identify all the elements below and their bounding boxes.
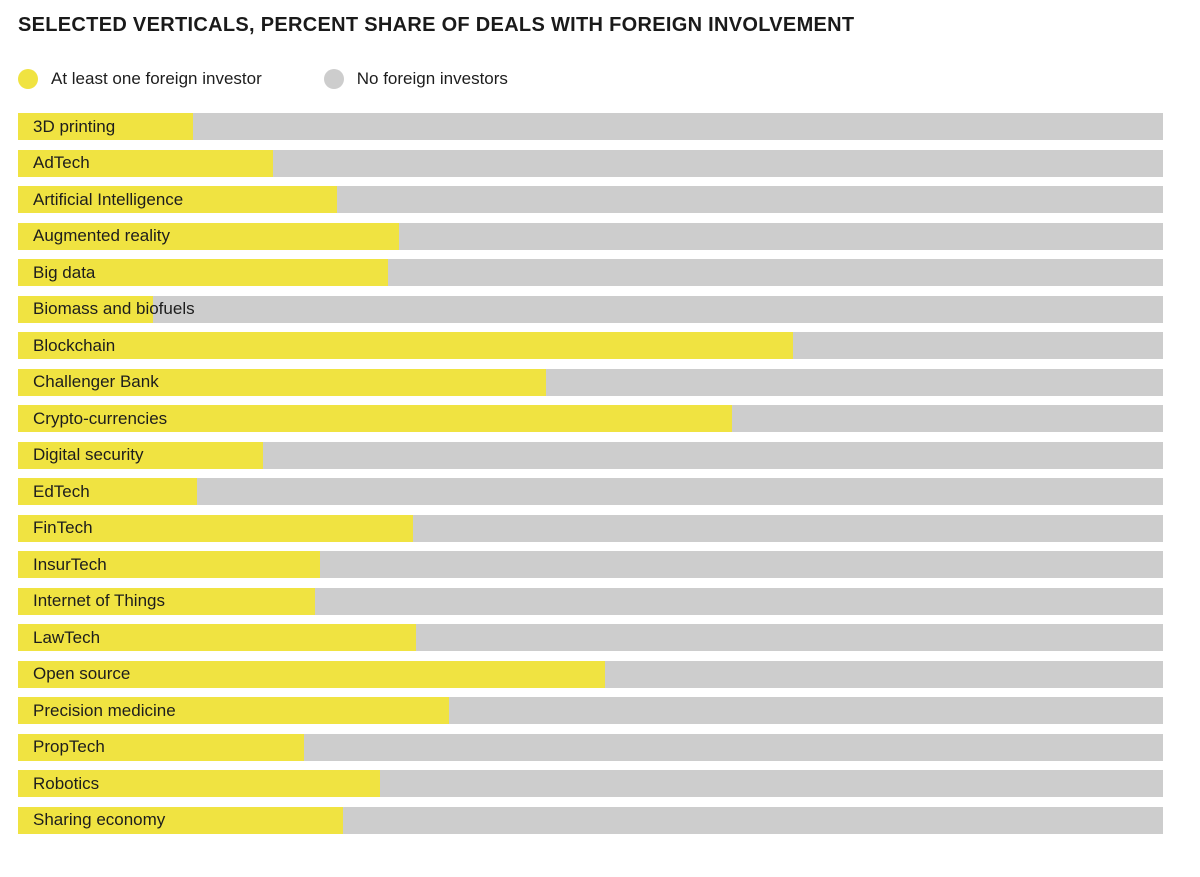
bar-category-label: Augmented reality [33, 226, 171, 245]
bar-category-label: AdTech [33, 153, 90, 172]
bar-foreign-segment [18, 660, 606, 688]
bar-row: Big data [18, 259, 1163, 286]
bar-foreign-segment [18, 113, 194, 140]
bar-category-label: LawTech [33, 627, 101, 647]
bar-row: Biomass and biofuels [18, 295, 1163, 323]
bar-row: Precision medicine [18, 697, 1163, 724]
bar-category-label: Open source [33, 664, 131, 683]
bar-row: Robotics [18, 770, 1163, 797]
bar-category-label: Biomass and biofuels [33, 299, 195, 318]
bar-row: PropTech [18, 733, 1163, 761]
bar-category-label: Internet of Things [33, 591, 165, 610]
bar-category-label: Artificial Intelligence [33, 189, 184, 209]
bar-row: EdTech [18, 478, 1163, 505]
legend-item-no-foreign: No foreign investors [323, 69, 508, 89]
bar-row: InsurTech [18, 551, 1163, 578]
bar-foreign-segment [18, 733, 305, 761]
bar-foreign-segment [18, 405, 733, 432]
bar-category-label: Big data [33, 262, 96, 282]
bar-foreign-segment [18, 149, 274, 177]
bar-foreign-segment [18, 259, 388, 286]
bar-row: Sharing economy [18, 806, 1163, 834]
bar-foreign-segment [18, 332, 794, 359]
bar-row: Crypto-currencies [18, 405, 1163, 432]
bar-row: Challenger Bank [18, 368, 1163, 396]
bar-foreign-segment [18, 587, 315, 615]
bar-foreign-segment [18, 222, 400, 250]
bar-chart: 3D printing AdTech Artificial Intelligen… [18, 113, 1163, 834]
legend: At least one foreign investor No foreign… [18, 69, 1200, 89]
bar-row: FinTech [18, 514, 1163, 542]
legend-item-foreign: At least one foreign investor [18, 69, 262, 89]
bar-category-label: EdTech [33, 481, 90, 501]
bar-row: Digital security [18, 441, 1163, 469]
bar-row: LawTech [18, 624, 1163, 651]
bar-row: AdTech [18, 149, 1163, 177]
bar-foreign-segment [18, 697, 449, 724]
bar-category-label: Robotics [33, 773, 100, 793]
bar-category-label: Blockchain [33, 335, 116, 355]
bar-foreign-segment [18, 295, 154, 323]
bar-row: Blockchain [18, 332, 1163, 359]
bar-foreign-segment [18, 514, 414, 542]
bar-foreign-segment [18, 186, 338, 213]
bar-foreign-segment [18, 368, 546, 396]
legend-label-foreign: At least one foreign investor [51, 69, 262, 88]
bar-foreign-segment [18, 770, 380, 797]
bar-category-label: InsurTech [33, 554, 107, 574]
bar-foreign-segment [18, 478, 197, 505]
chart-title: SELECTED VERTICALS, PERCENT SHARE OF DEA… [18, 14, 855, 36]
bar-foreign-segment [18, 624, 417, 651]
bar-row: Augmented reality [18, 222, 1163, 250]
bar-category-label: Sharing economy [33, 810, 166, 829]
legend-swatch-no-foreign-icon [323, 69, 344, 89]
legend-label-no-foreign: No foreign investors [356, 69, 508, 88]
bar-category-label: PropTech [33, 737, 105, 756]
bar-row: Artificial Intelligence [18, 186, 1163, 213]
bar-category-label: 3D printing [33, 116, 116, 136]
bar-category-label: Precision medicine [33, 700, 176, 720]
bar-row: 3D printing [18, 113, 1163, 140]
bar-category-label: Digital security [33, 445, 144, 464]
bar-row: Open source [18, 660, 1163, 688]
legend-swatch-foreign-icon [18, 69, 38, 89]
bar-row: Internet of Things [18, 587, 1163, 615]
bar-foreign-segment [18, 441, 264, 469]
bar-category-label: Challenger Bank [33, 372, 159, 391]
bar-category-label: Crypto-currencies [33, 408, 168, 428]
bar-foreign-segment [18, 806, 344, 834]
bar-foreign-segment [18, 551, 321, 578]
bar-category-label: FinTech [33, 518, 93, 537]
